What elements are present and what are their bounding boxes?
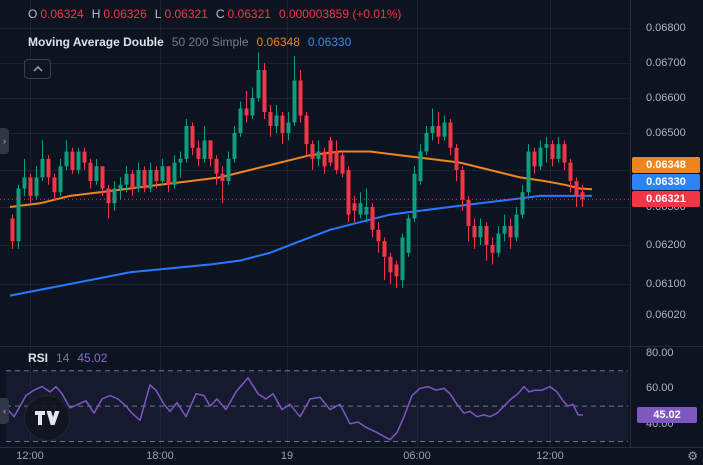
time-tick-label: 19 xyxy=(280,450,294,462)
time-tick-label: 18:00 xyxy=(146,450,174,462)
ma200-value: 0.06330 xyxy=(307,35,352,49)
ohlc-low: L 0.06321 xyxy=(155,7,208,21)
time-axis[interactable]: ⚙ 12:00 18:00 19 06:00 12:00 xyxy=(0,448,703,465)
open-value: 0.06324 xyxy=(40,7,84,21)
high-label: H xyxy=(91,7,101,21)
tradingview-watermark-logo[interactable] xyxy=(24,395,70,441)
time-tick-label: 12:00 xyxy=(536,450,564,462)
ma200-price-badge: 0.06330 xyxy=(632,174,700,190)
pane-divider[interactable] xyxy=(0,346,703,347)
ma-indicator-params: 50 200 Simple xyxy=(171,35,249,49)
tradingview-logo-icon xyxy=(35,411,60,425)
ma-indicator-name: Moving Average Double xyxy=(28,35,164,49)
chevron-right-icon: › xyxy=(3,136,6,146)
ohlc-open: O 0.06324 xyxy=(28,7,84,21)
rsi-indicator-legend-row[interactable]: RSI 14 45.02 xyxy=(28,351,107,365)
rsi-value-badge: 45.02 xyxy=(637,406,697,423)
time-tick-label: 12:00 xyxy=(16,450,44,462)
rsi-indicator-param: 14 xyxy=(56,351,70,365)
collapse-pane-button[interactable] xyxy=(24,59,51,79)
ma-indicator-legend-row[interactable]: Moving Average Double 50 200 Simple 0.06… xyxy=(28,35,351,49)
price-tick-label: 0.06100 xyxy=(646,278,686,290)
change-value: 0.000003859 (+0.01%) xyxy=(278,7,402,21)
price-axis-divider xyxy=(630,0,631,447)
low-value: 0.06321 xyxy=(164,7,208,21)
chevron-up-icon xyxy=(32,66,43,72)
time-axis-divider xyxy=(0,447,703,448)
left-drawer-toggle-upper[interactable]: › xyxy=(0,128,9,154)
close-value: 0.06321 xyxy=(227,7,271,21)
price-chart-plot[interactable] xyxy=(0,0,630,447)
rsi-tick-label: 80.00 xyxy=(646,347,674,359)
ohlc-close: C 0.06321 xyxy=(216,7,271,21)
ma50-value: 0.06348 xyxy=(256,35,300,49)
low-label: L xyxy=(154,7,162,21)
price-tick-label: 0.06800 xyxy=(646,22,686,34)
high-value: 0.06326 xyxy=(103,7,147,21)
open-label: O xyxy=(28,7,38,21)
left-drawer-toggle-lower[interactable]: ‹ xyxy=(0,398,9,424)
price-tick-label: 0.06700 xyxy=(646,57,686,69)
gear-icon[interactable]: ⚙ xyxy=(687,449,698,463)
rsi-tick-label: 60.00 xyxy=(646,382,674,395)
close-label: C xyxy=(215,7,225,21)
ohlc-legend-row[interactable]: O 0.06324 H 0.06326 L 0.06321 C 0.06321 … xyxy=(28,7,401,21)
rsi-indicator-name: RSI xyxy=(28,351,49,365)
rsi-value: 45.02 xyxy=(77,351,108,365)
price-tick-label: 0.06020 xyxy=(646,309,686,321)
price-axis[interactable]: 0.068000.067000.066000.065000.064000.063… xyxy=(631,0,703,447)
ohlc-high: H 0.06326 xyxy=(92,7,147,21)
last-price-badge: 0.06321 xyxy=(632,191,700,207)
price-tick-label: 0.06200 xyxy=(646,239,686,251)
chevron-left-icon: ‹ xyxy=(3,406,6,416)
ma50-price-badge: 0.06348 xyxy=(632,157,700,173)
price-tick-label: 0.06500 xyxy=(646,127,686,139)
time-tick-label: 06:00 xyxy=(403,450,431,462)
price-tick-label: 0.06600 xyxy=(646,92,686,104)
